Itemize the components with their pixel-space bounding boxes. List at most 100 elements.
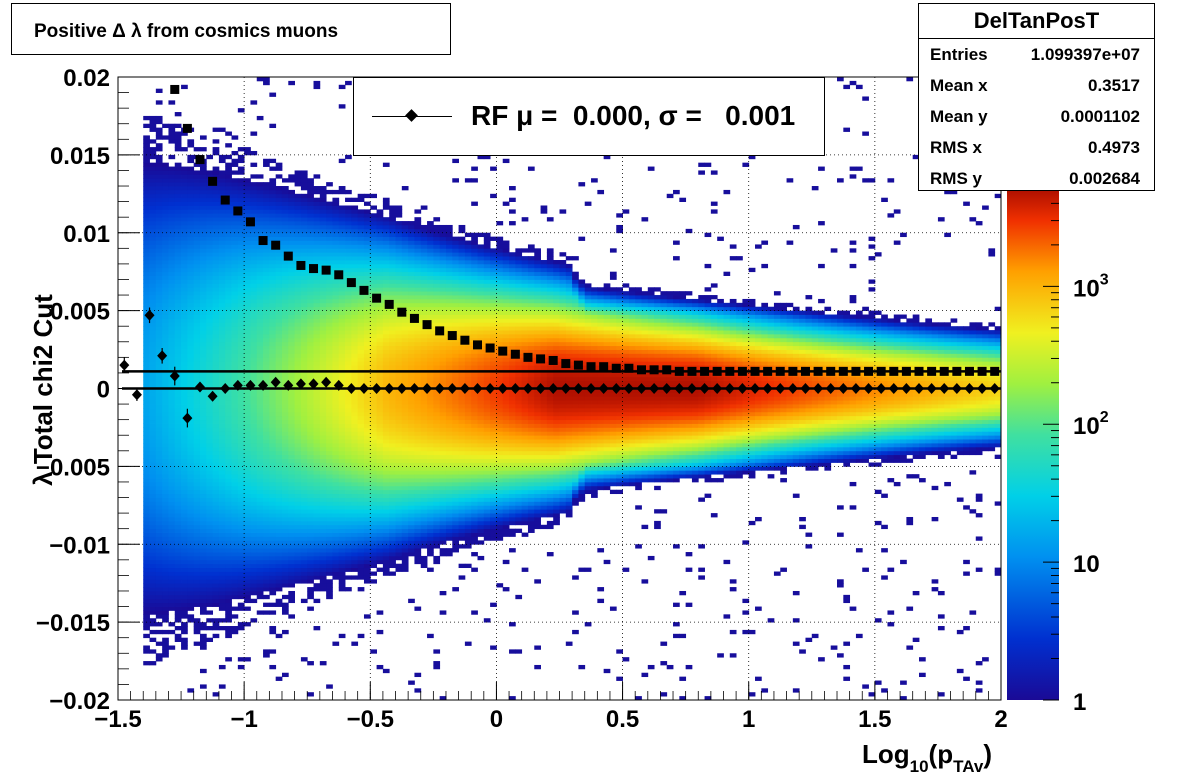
data-point-diamond <box>573 383 584 394</box>
colorbar-label: 10 <box>1073 551 1100 578</box>
data-point-diamond <box>750 383 761 394</box>
data-point-square <box>914 366 924 376</box>
data-point-diamond <box>737 383 748 394</box>
x-tick-label: 1.5 <box>858 706 891 733</box>
legend-text: RF μ = 0.000, σ = 0.001 <box>471 100 796 131</box>
data-point-diamond <box>989 383 1000 394</box>
data-point-square <box>220 195 230 205</box>
data-point-square <box>990 366 1000 376</box>
data-point-square <box>737 366 747 376</box>
data-point-diamond <box>308 378 319 390</box>
data-point-square <box>573 360 583 370</box>
data-point-square <box>233 206 243 216</box>
data-point-diamond <box>762 383 773 394</box>
data-point-diamond <box>119 359 130 371</box>
data-point-diamond <box>901 383 912 394</box>
data-point-diamond <box>951 383 962 394</box>
data-point-square <box>283 251 293 261</box>
data-point-diamond <box>258 379 269 391</box>
data-point-diamond <box>384 383 395 394</box>
data-point-square <box>384 299 394 309</box>
data-point-square <box>422 320 432 330</box>
data-point-diamond <box>245 379 256 391</box>
data-point-diamond <box>926 383 937 394</box>
stats-box: DelTanPosT Entries 1.099397e+07 Mean x 0.3… <box>918 3 1155 191</box>
data-point-diamond <box>131 389 142 401</box>
data-point-square <box>826 366 836 376</box>
data-point-square <box>700 366 710 376</box>
data-point-square <box>498 346 508 356</box>
data-point-diamond <box>787 383 798 394</box>
data-point-diamond <box>270 376 281 388</box>
data-point-diamond <box>169 370 180 382</box>
data-point-diamond <box>346 383 357 394</box>
data-point-diamond <box>409 383 420 394</box>
data-point-square <box>309 264 319 274</box>
data-point-diamond <box>775 383 786 394</box>
data-point-square <box>208 176 218 186</box>
data-point-square <box>927 366 937 376</box>
data-point-diamond <box>686 383 697 394</box>
data-point-diamond <box>358 383 369 394</box>
data-point-square <box>359 285 369 295</box>
data-point-diamond <box>194 381 205 393</box>
y-tick-label: −0.01 <box>49 532 110 559</box>
data-point-diamond <box>207 390 218 402</box>
data-point-square <box>649 365 659 375</box>
data-point-square <box>889 366 899 376</box>
data-point-square <box>170 84 180 94</box>
y-tick-label: 0.02 <box>63 65 110 92</box>
data-point-square <box>611 363 621 373</box>
data-point-square <box>460 335 470 345</box>
x-tick-label: −1.5 <box>94 706 141 733</box>
y-tick-label: 0 <box>97 377 110 404</box>
data-point-diamond <box>497 383 508 394</box>
y-tick-label: 0.01 <box>63 221 110 248</box>
x-tick-label: 2 <box>994 706 1007 733</box>
colorbar-label: 103 <box>1073 271 1109 302</box>
data-point-diamond <box>295 378 306 390</box>
stats-row: RMS y 0.002684 <box>930 169 1140 188</box>
colorbar-label: 102 <box>1073 409 1109 440</box>
data-point-diamond <box>232 379 243 391</box>
data-point-square <box>258 236 268 246</box>
colorbar-axis: 1 10 102 103 <box>1043 189 1109 716</box>
data-point-diamond <box>825 383 836 394</box>
data-point-diamond <box>674 383 685 394</box>
colorbar <box>1007 190 1059 700</box>
data-point-square <box>800 366 810 376</box>
y-tick-label: −0.015 <box>36 610 110 637</box>
data-point-diamond <box>649 383 660 394</box>
data-point-diamond <box>472 383 483 394</box>
data-point-square <box>977 366 987 376</box>
data-point-square <box>195 155 205 165</box>
data-point-square <box>435 326 445 336</box>
data-point-square <box>964 366 974 376</box>
data-point-square <box>271 240 281 250</box>
data-point-diamond <box>560 383 571 394</box>
data-point-square <box>334 270 344 280</box>
data-point-square <box>321 265 331 275</box>
data-point-diamond <box>964 383 975 394</box>
data-point-diamond <box>712 383 723 394</box>
data-point-diamond <box>850 383 861 394</box>
data-point-diamond <box>724 383 735 394</box>
stats-title: DelTanPosT <box>919 4 1154 39</box>
data-point-diamond <box>636 383 647 394</box>
heatmap-cells <box>143 77 1001 700</box>
stats-row: Entries 1.099397e+07 <box>930 45 1140 64</box>
data-point-square <box>182 123 192 133</box>
data-point-square <box>447 331 457 341</box>
data-point-diamond <box>371 383 382 394</box>
data-point-diamond <box>876 383 887 394</box>
data-point-square <box>864 366 874 376</box>
data-point-square <box>851 366 861 376</box>
data-point-diamond <box>800 383 811 394</box>
data-point-square <box>586 362 596 372</box>
data-point-square <box>510 349 520 359</box>
data-point-square <box>636 365 646 375</box>
data-point-square <box>397 307 407 317</box>
data-point-diamond <box>220 383 231 394</box>
data-point-diamond <box>813 383 824 394</box>
stats-row: Mean x 0.3517 <box>930 76 1140 95</box>
